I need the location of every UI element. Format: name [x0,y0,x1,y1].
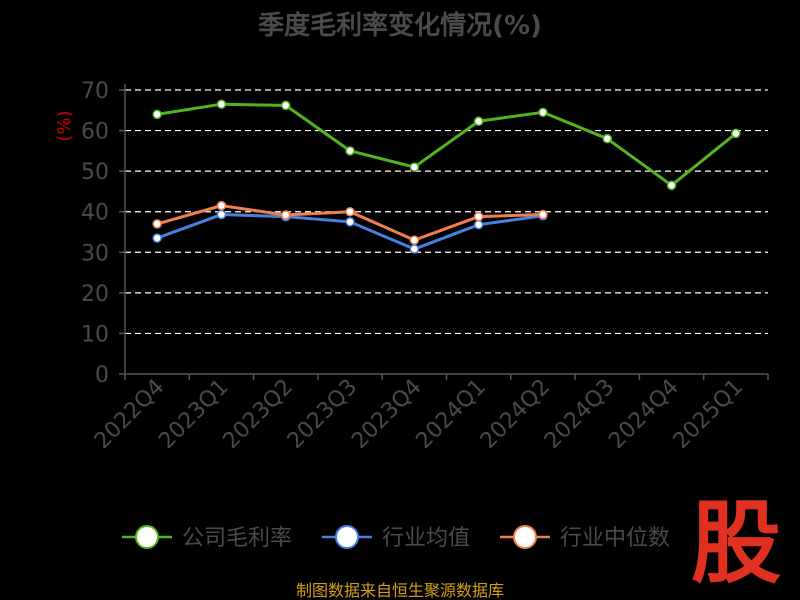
x-tick-label: 2024Q1 [411,375,490,454]
series-line [157,104,736,185]
data-point [153,220,161,228]
legend-item: 公司毛利率 [122,526,292,551]
x-tick-label: 2023Q4 [347,375,426,454]
logo: 股 [691,491,781,596]
data-point [732,129,740,137]
data-point [217,100,225,108]
y-tick-label: 60 [81,120,109,145]
x-tick-label: 2023Q3 [283,375,362,454]
data-point [346,147,354,155]
data-point [475,213,483,221]
y-tick-label: 50 [81,160,109,185]
legend-marker [514,526,536,548]
x-tick-label: 2025Q1 [669,375,748,454]
legend-item: 行业均值 [322,526,470,551]
data-point [346,218,354,226]
series-0 [153,100,740,189]
y-tick-label: 0 [95,363,109,388]
data-point [539,108,547,116]
data-point [603,135,611,143]
data-point [346,208,354,216]
data-point [410,236,418,244]
x-tick-label: 2024Q3 [540,375,619,454]
legend-label: 行业中位数 [560,526,670,551]
data-point [282,101,290,109]
data-point [539,211,547,219]
data-point [217,202,225,210]
legend-label: 公司毛利率 [182,526,292,551]
data-point [217,211,225,219]
data-point [153,110,161,118]
data-point [475,221,483,229]
y-tick-label: 40 [81,201,109,226]
y-tick-label: 30 [81,241,109,266]
x-ticks: 2022Q42023Q12023Q22023Q32023Q42024Q12024… [90,374,768,454]
legend: 公司毛利率 行业均值 行业中位数 [122,526,670,551]
data-point [153,234,161,242]
y-tick-label: 20 [81,282,109,307]
legend-item: 行业中位数 [500,526,670,551]
series [153,100,740,253]
y-ticks: 0 10 20 30 40 50 60 70 [81,79,125,388]
legend-marker [136,526,158,548]
y-tick-label: 10 [81,322,109,347]
x-tick-label: 2024Q4 [604,375,683,454]
y-tick-label: 70 [81,79,109,104]
data-point [410,163,418,171]
legend-label: 行业均值 [382,526,470,551]
data-point [668,181,676,189]
chart-title: 季度毛利率变化情况(%) [258,10,542,41]
x-tick-label: 2023Q2 [219,375,298,454]
data-point [282,211,290,219]
legend-marker [336,526,358,548]
source-note: 制图数据来自恒生聚源数据库 [296,581,504,600]
data-point [410,245,418,253]
x-tick-label: 2023Q1 [154,375,233,454]
data-point [475,117,483,125]
x-tick-label: 2024Q2 [476,375,555,454]
y-axis-label: (%) [54,110,75,141]
